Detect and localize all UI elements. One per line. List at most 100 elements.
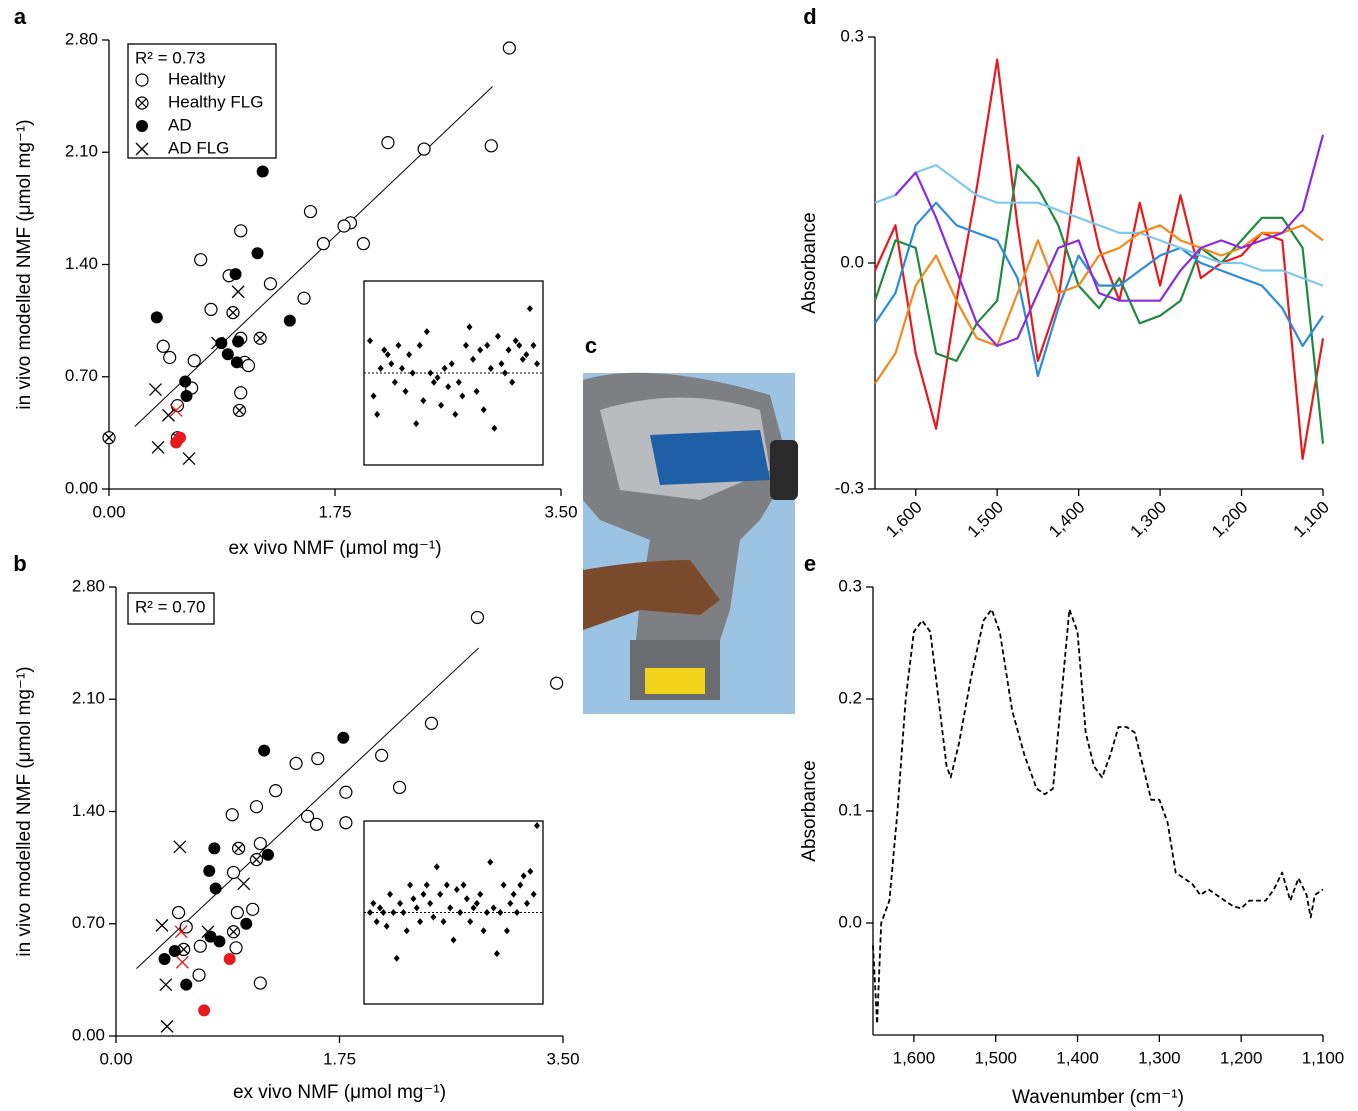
panel-label: d <box>803 4 816 29</box>
point <box>187 354 201 368</box>
point <box>230 356 243 369</box>
marker-shape <box>215 337 228 350</box>
point <box>392 780 407 795</box>
inset-point <box>377 904 384 912</box>
marker-shape <box>303 204 318 219</box>
inset-point <box>509 378 516 386</box>
point <box>158 953 171 966</box>
inset-point <box>470 355 477 363</box>
marker-shape <box>251 247 264 260</box>
marker-shape <box>175 955 189 969</box>
x-axis-label: ex vivo NMF (μmol mg⁻¹) <box>228 538 441 559</box>
point <box>375 748 389 762</box>
y-axis-label: Absorbance <box>799 212 820 313</box>
annotation: R² = 0.70 <box>135 597 205 616</box>
marker-shape <box>231 285 245 299</box>
point <box>502 41 516 55</box>
inset-point <box>490 904 497 912</box>
point <box>171 905 186 920</box>
point <box>213 935 226 948</box>
inset-point <box>483 909 490 916</box>
inset-point <box>462 341 469 349</box>
point <box>193 939 207 953</box>
marker-shape <box>232 335 245 348</box>
y-tick-label: 0.70 <box>65 366 98 385</box>
marker-shape <box>297 291 311 305</box>
point <box>356 237 371 251</box>
marker-shape <box>253 836 267 851</box>
y-tick-label: 0.2 <box>838 688 862 707</box>
inset-point <box>477 890 484 898</box>
point <box>240 917 253 930</box>
marker-shape <box>241 358 256 373</box>
point <box>229 941 243 955</box>
marker-shape <box>255 333 265 343</box>
marker-shape <box>311 751 325 766</box>
inset-point <box>467 918 474 926</box>
inset-point <box>380 909 387 916</box>
marker-shape <box>229 941 243 955</box>
point <box>174 925 188 939</box>
point <box>263 277 278 291</box>
inset-point <box>455 378 462 386</box>
point <box>230 905 244 920</box>
point <box>339 816 353 830</box>
inset-point <box>437 890 444 898</box>
point <box>337 219 351 233</box>
legend-label: Healthy <box>168 69 226 88</box>
inset-point <box>459 392 466 400</box>
inset-point <box>448 360 455 368</box>
inset-point <box>502 369 509 377</box>
inset-point <box>373 918 380 926</box>
x-tick-label: 1,300 <box>1138 1048 1181 1067</box>
marker-shape <box>204 930 217 943</box>
inset-point <box>400 909 407 916</box>
line-series <box>874 164 1324 287</box>
point <box>204 302 218 316</box>
legend-box <box>127 592 215 625</box>
marker-shape <box>104 433 114 443</box>
point <box>253 331 267 345</box>
marker-shape <box>201 925 215 939</box>
marker-shape <box>550 676 564 690</box>
point <box>221 348 234 361</box>
marker-shape <box>174 431 187 444</box>
point <box>226 865 241 880</box>
marker-shape <box>150 311 163 324</box>
point <box>180 389 193 402</box>
inset-point <box>377 364 384 372</box>
inset-point <box>409 369 416 377</box>
line-series <box>874 224 1324 385</box>
point <box>339 785 353 799</box>
x-tick-label: 1.75 <box>318 502 351 521</box>
inset-point <box>440 918 447 926</box>
inset-point <box>447 904 454 912</box>
point <box>198 1004 211 1017</box>
marker-shape <box>135 142 149 156</box>
legend-label: Healthy FLG <box>168 92 263 111</box>
legend-marker <box>135 73 149 87</box>
inset-point <box>523 351 530 359</box>
marker-shape <box>424 716 439 730</box>
marker-shape <box>309 817 324 831</box>
marker-shape <box>221 348 234 361</box>
marker-shape <box>249 800 264 814</box>
marker-shape <box>234 386 248 400</box>
marker-shape <box>193 939 207 953</box>
inset-point <box>427 369 434 377</box>
point <box>226 306 240 320</box>
inset-point <box>473 899 480 907</box>
point <box>283 314 296 327</box>
point <box>159 978 173 992</box>
marker-shape <box>173 840 187 854</box>
marker-shape <box>229 268 242 281</box>
point <box>168 945 181 958</box>
marker-shape <box>161 408 175 422</box>
marker-shape <box>194 253 208 267</box>
inset-point <box>438 401 445 409</box>
legend-marker <box>136 120 148 132</box>
point <box>156 339 170 353</box>
point <box>258 744 271 757</box>
point <box>237 877 251 891</box>
inset-point <box>460 881 467 889</box>
